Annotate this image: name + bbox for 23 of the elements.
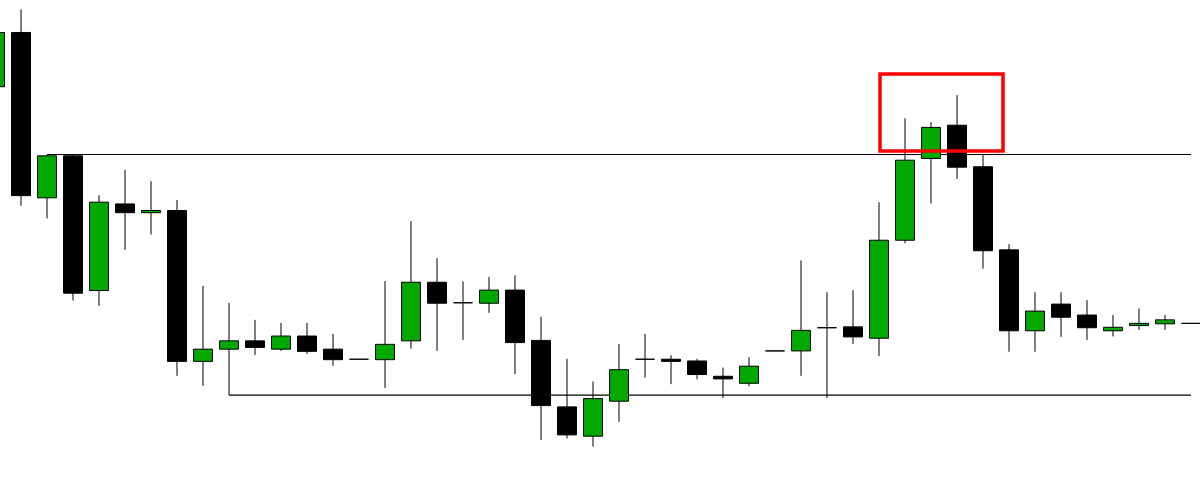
candlestick [271,322,291,352]
candlestick [661,354,681,385]
candlestick [1155,314,1175,331]
candlestick [297,322,317,355]
candlestick [635,333,655,379]
candlestick [843,289,863,345]
candlestick [791,259,811,377]
candlestick [323,333,343,367]
candlestick [1077,299,1097,341]
candlestick [427,257,447,352]
candlestick [193,285,213,387]
candlestick [375,280,395,389]
candlestick [115,169,135,251]
candlestick [141,180,161,236]
candlestick [1129,307,1149,331]
candlestick [245,319,265,356]
candlestick [739,356,759,387]
candlestick [1025,291,1045,353]
candlestick [1103,314,1123,337]
candlestick [687,358,707,380]
candlestick [1051,291,1071,338]
candlestick [479,276,499,314]
candlestick [453,280,473,341]
